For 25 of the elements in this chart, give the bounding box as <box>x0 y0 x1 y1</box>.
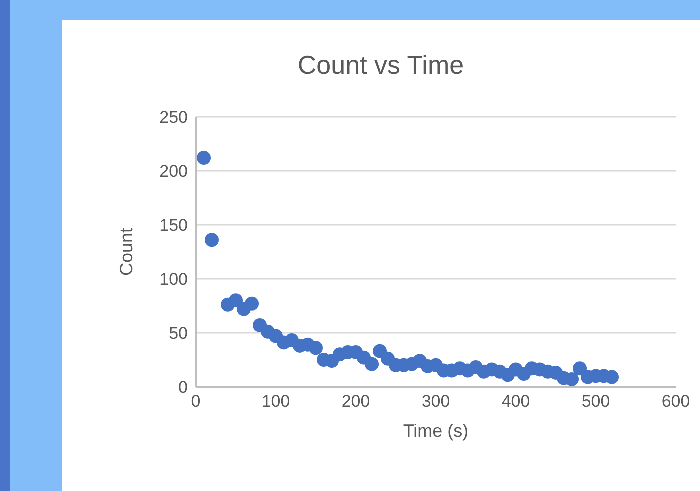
point <box>565 372 579 386</box>
y-tick-label: 100 <box>160 270 188 290</box>
chart-title: Count vs Time <box>296 50 466 81</box>
point <box>205 233 219 248</box>
y-tick-label: 250 <box>160 108 188 128</box>
point <box>573 362 587 376</box>
point <box>197 151 211 166</box>
y-tick-label: 200 <box>160 162 188 182</box>
point <box>605 370 619 384</box>
y-tick-label: 0 <box>178 378 188 398</box>
x-axis-title: Time (s) <box>403 421 469 441</box>
point <box>245 296 259 311</box>
x-tick-label: 200 <box>342 392 370 412</box>
x-tick-label: 0 <box>191 392 201 412</box>
x-tick-label: 500 <box>582 392 610 412</box>
x-tick-label: 100 <box>262 392 290 412</box>
point <box>365 357 379 372</box>
x-tick-label: 600 <box>662 392 690 412</box>
point <box>229 294 243 308</box>
x-tick-label: 300 <box>422 392 450 412</box>
y-axis-title: Count <box>116 228 136 276</box>
x-tick-label: 400 <box>502 392 530 412</box>
y-tick-label: 150 <box>160 216 188 236</box>
point <box>309 341 323 356</box>
y-tick-label: 50 <box>169 324 188 344</box>
